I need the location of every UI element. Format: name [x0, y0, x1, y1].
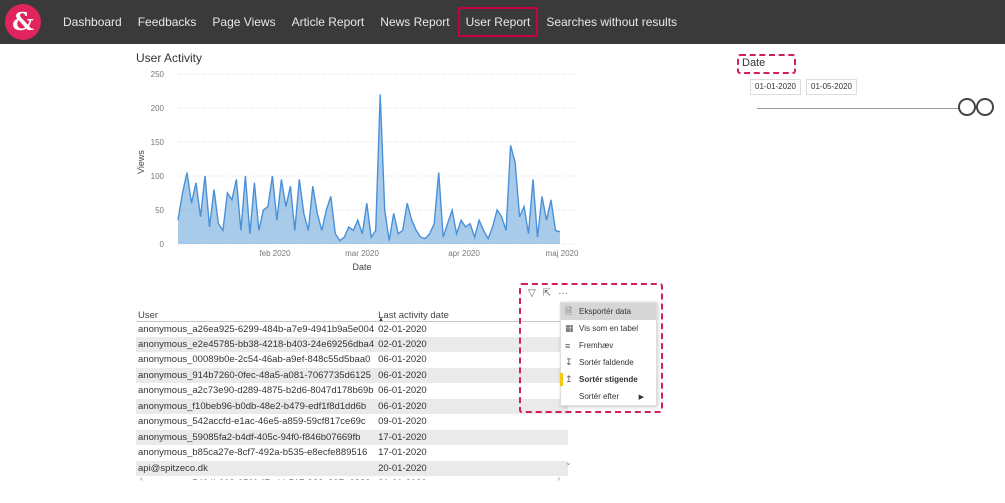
cell-user: anonymous_59085fa2-b4df-405c-94f0-f846b0…: [136, 429, 377, 445]
nav-item-dashboard[interactable]: Dashboard: [63, 15, 122, 29]
vertical-scrollbar[interactable]: ⌄: [565, 458, 572, 467]
area-series: [178, 94, 560, 245]
sort-asc-icon: ↥: [565, 374, 573, 384]
cell-user: anonymous_f10beb96-b0db-48e2-b479-edf1f8…: [136, 398, 377, 414]
nav-item-searches-without-results[interactable]: Searches without results: [546, 15, 678, 29]
table-row[interactable]: anonymous_914b7260-0fec-48a5-a081-706773…: [136, 367, 568, 383]
cell-last-activity-date: 06-01-2020: [378, 354, 427, 366]
cell-last-activity-date: 02-01-2020: [378, 323, 427, 335]
table-row[interactable]: anonymous_00089b0e-2c54-46ab-a9ef-848c55…: [136, 352, 568, 368]
brand-logo[interactable]: &: [5, 4, 41, 40]
chart-title: User Activity: [136, 51, 203, 65]
menu-item-show-as-table[interactable]: ▦ Vis som en tabel: [565, 323, 638, 333]
date-start-input[interactable]: 01-01-2020: [750, 79, 801, 95]
slider-handle-start[interactable]: [958, 98, 976, 116]
table-row[interactable]: anonymous_b85ca27e-8cf7-492a-b535-e8ecfe…: [136, 445, 568, 461]
y-tick-label: 150: [151, 138, 165, 147]
more-options-icon[interactable]: ···: [558, 288, 569, 299]
table-header-row: User Last activity date: [136, 305, 568, 322]
cell-last-activity-date: 20-01-2020: [376, 460, 568, 476]
sort-desc-icon: ↧: [565, 357, 573, 367]
column-header-user[interactable]: User: [136, 305, 377, 322]
nav-item-page-views[interactable]: Page Views: [212, 15, 276, 29]
visual-toolbar: ▽ ⇱ ···: [528, 288, 568, 299]
cell-last-activity-date: 17-01-2020: [378, 447, 427, 459]
menu-item-export-data[interactable]: 🗎 Eksportér data: [561, 303, 656, 320]
date-end-input[interactable]: 01-05-2020: [806, 79, 857, 95]
date-range-slider[interactable]: [757, 108, 985, 109]
y-tick-label: 200: [151, 104, 165, 113]
user-table[interactable]: User Last activity date anonymous_a26ea9…: [136, 305, 568, 480]
top-navigation-bar: & Dashboard Feedbacks Page Views Article…: [0, 0, 1005, 44]
document-icon: 🗎: [565, 305, 573, 316]
cell-last-activity-date: 06-01-2020: [378, 385, 427, 397]
slider-handle-end[interactable]: [976, 98, 994, 116]
table-row[interactable]: anonymous_5494b063-050f-47cd-b517-382c89…: [136, 476, 568, 480]
x-tick-label: maj 2020: [546, 249, 579, 258]
cell-user: anonymous_914b7260-0fec-48a5-a081-706773…: [136, 367, 377, 383]
table-row[interactable]: anonymous_59085fa2-b4df-405c-94f0-f846b0…: [136, 429, 568, 445]
x-axis-label: Date: [352, 262, 371, 272]
x-tick-label: apr 2020: [448, 249, 480, 258]
table-row[interactable]: anonymous_a26ea925-6299-484b-a7e9-4941b9…: [136, 321, 568, 337]
y-tick-label: 100: [151, 172, 165, 181]
nav-item-feedbacks[interactable]: Feedbacks: [137, 15, 197, 29]
cell-user: api@spitzeco.dk: [136, 460, 377, 476]
cell-last-activity-date: 17-01-2020: [376, 429, 568, 445]
table-icon: ▦: [565, 323, 574, 333]
focus-mode-icon[interactable]: ⇱: [542, 288, 552, 299]
cell-last-activity-date: 21-01-2020: [376, 476, 568, 480]
nav-menu: Dashboard Feedbacks Page Views Article R…: [55, 0, 685, 44]
filter-icon[interactable]: ▽: [528, 288, 536, 299]
x-tick-label: feb 2020: [259, 249, 291, 258]
highlight-box-date: [737, 54, 796, 74]
cell-user: anonymous_00089b0e-2c54-46ab-a9ef-848c55…: [138, 354, 371, 366]
cell-user: anonymous_e2e45785-bb38-4218-b403-24e692…: [136, 336, 377, 352]
cell-user: anonymous_a26ea925-6299-484b-a7e9-4941b9…: [138, 323, 375, 335]
table-row[interactable]: anonymous_f10beb96-b0db-48e2-b479-edf1f8…: [136, 398, 568, 414]
nav-item-article-report[interactable]: Article Report: [291, 15, 365, 29]
y-tick-label: 250: [151, 70, 165, 79]
menu-item-sort-descending[interactable]: ↧ Sortér faldende: [565, 357, 634, 367]
line-series: [177, 94, 561, 242]
user-activity-chart[interactable]: 0 50 100 150 200 250 feb 2020 mar 2020 apr 2020…: [130, 62, 590, 277]
y-axis-label: Views: [136, 150, 146, 174]
cell-user: anonymous_542accfd-e1ac-46e5-a859-59cf81…: [138, 416, 366, 428]
table-row[interactable]: anonymous_e2e45785-bb38-4218-b403-24e692…: [136, 336, 568, 352]
cell-user: anonymous_b85ca27e-8cf7-492a-b535-e8ecfe…: [138, 447, 368, 459]
horizontal-scrollbar[interactable]: ‹ ›: [140, 474, 560, 483]
table-row[interactable]: api@spitzeco.dk 20-01-2020: [136, 460, 568, 476]
y-tick-label: 50: [155, 206, 164, 215]
menu-item-spotlight[interactable]: ≡ Fremhæv: [565, 340, 614, 351]
menu-item-sort-by[interactable]: Sortér efter ▶: [579, 392, 644, 401]
sort-ascending-icon: ▲: [378, 317, 384, 323]
context-menu: 🗎 Eksportér data ▦ Vis som en tabel ≡ Fr…: [560, 302, 657, 406]
cell-user: anonymous_5494b063-050f-47cd-b517-382c89…: [136, 476, 376, 480]
nav-item-user-report[interactable]: User Report: [457, 7, 539, 37]
menu-item-sort-ascending[interactable]: ↥ Sortér stigende: [560, 371, 656, 388]
table-row[interactable]: anonymous_a2c73e90-d289-4875-b2d6-8047d1…: [136, 383, 568, 399]
cell-last-activity-date: 09-01-2020: [378, 416, 427, 428]
cell-user: anonymous_a2c73e90-d289-4875-b2d6-8047d1…: [138, 385, 374, 397]
date-filter-title: Date: [742, 57, 766, 69]
spotlight-icon: ≡: [565, 340, 571, 351]
x-tick-label: mar 2020: [345, 249, 379, 258]
highlight-box-menu: [519, 283, 663, 413]
chevron-right-icon: ▶: [638, 393, 644, 401]
nav-item-news-report[interactable]: News Report: [380, 15, 450, 29]
table-row[interactable]: anonymous_542accfd-e1ac-46e5-a859-59cf81…: [136, 414, 568, 430]
y-tick-label: 0: [160, 240, 165, 249]
